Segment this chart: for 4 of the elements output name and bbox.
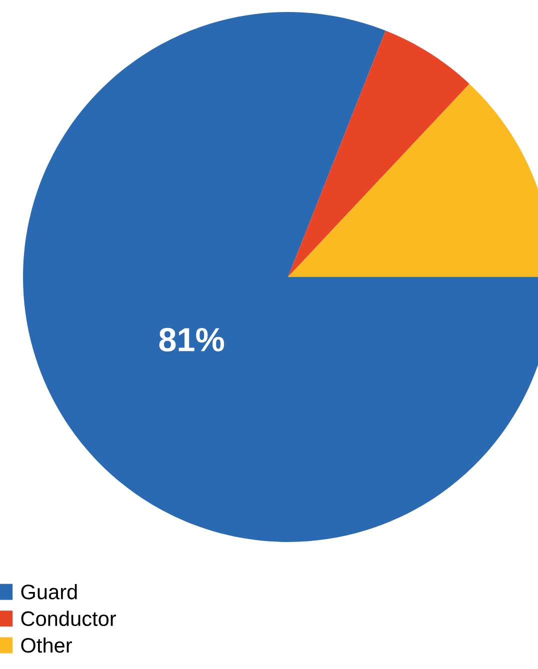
data-label: 81%: [159, 328, 224, 352]
legend-label: Other: [21, 637, 72, 653]
legend-label: Guard: [21, 584, 77, 600]
legend-label: Conductor: [21, 610, 116, 626]
